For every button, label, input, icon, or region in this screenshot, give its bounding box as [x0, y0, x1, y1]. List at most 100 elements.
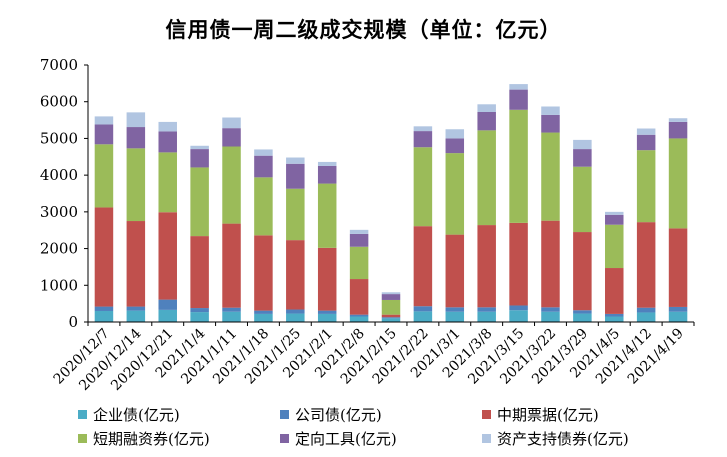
bar-segment-5: [573, 149, 592, 167]
bar-segment-5: [636, 134, 656, 151]
bar-segment-5: [254, 155, 273, 178]
bar-segment-2: [381, 317, 401, 319]
bar-segment-1: [381, 318, 401, 322]
legend-label: 资产支持债券(亿元): [497, 430, 629, 448]
y-tick-label: 0: [68, 313, 78, 331]
bar-segment-1: [477, 311, 496, 322]
bar-segment-3: [445, 234, 465, 308]
bar-segment-6: [126, 112, 146, 128]
bar-segment-3: [668, 228, 688, 307]
bar-segment-5: [349, 233, 369, 247]
bar-segment-6: [541, 106, 560, 115]
bar-segment-1: [573, 313, 592, 322]
bar-segment-1: [605, 316, 624, 322]
bar-segment-4: [636, 150, 656, 223]
bar-segment-3: [509, 222, 528, 306]
bar-segment-4: [381, 299, 401, 315]
y-tick-label: 2000: [40, 240, 78, 258]
bar-segment-6: [222, 117, 241, 129]
bar-segment-4: [668, 138, 688, 229]
bar-segment-6: [477, 104, 496, 112]
bar-segment-5: [190, 149, 209, 168]
bar-segment-5: [541, 114, 560, 133]
bar-segment-2: [445, 307, 465, 312]
bar-segment-2: [605, 313, 624, 317]
bar-segment-2: [573, 310, 592, 314]
bar-segment-1: [445, 311, 465, 322]
bar-segment-6: [349, 229, 369, 234]
bar-segment-6: [509, 84, 528, 90]
bar-segment-3: [158, 212, 177, 300]
legend-swatch: [280, 434, 289, 443]
bar-segment-5: [126, 127, 146, 149]
bar-segment-3: [94, 207, 114, 307]
legend-item: 定向工具(亿元): [280, 428, 397, 449]
y-tick-label: 5000: [40, 129, 78, 147]
legend-label: 企业债(亿元): [93, 406, 180, 424]
bar-segment-4: [317, 183, 337, 248]
legend-label: 公司债(亿元): [295, 406, 382, 424]
bar-segment-2: [286, 309, 305, 314]
bar-segment-1: [126, 310, 146, 322]
bar-segment-4: [94, 144, 114, 208]
bar-segment-6: [668, 118, 688, 122]
bar-segment-6: [573, 139, 592, 150]
bar-segment-4: [541, 132, 560, 221]
legend-swatch: [482, 434, 491, 443]
bar-segment-5: [381, 294, 401, 300]
bar-segment-1: [668, 311, 688, 322]
bar-segment-1: [317, 313, 337, 322]
bar-segment-6: [286, 157, 305, 164]
bar-segment-4: [605, 224, 624, 269]
bar-segment-6: [254, 149, 273, 156]
bar-segment-1: [254, 313, 273, 322]
bar-segment-1: [286, 313, 305, 322]
legend-swatch: [78, 410, 87, 419]
bar-segment-1: [541, 311, 560, 322]
bar-segment-4: [254, 177, 273, 236]
y-tick-label: 7000: [40, 56, 78, 74]
y-tick-label: 1000: [40, 276, 78, 294]
bar-segment-4: [158, 152, 177, 213]
bar-segment-3: [541, 220, 560, 308]
bar-segment-3: [126, 221, 146, 307]
bar-segment-4: [190, 167, 209, 237]
bar-segment-5: [158, 131, 177, 153]
bar-segment-3: [317, 247, 337, 311]
bar-segment-2: [509, 305, 528, 311]
bar-segment-4: [573, 166, 592, 233]
bar-segment-2: [413, 306, 433, 312]
legend-item: 资产支持债券(亿元): [482, 428, 629, 449]
bar-segment-6: [605, 211, 624, 215]
bar-segment-2: [190, 308, 209, 313]
bar-segment-3: [190, 236, 209, 309]
legend-item: 公司债(亿元): [280, 404, 382, 425]
bar-segment-6: [636, 128, 656, 135]
bar-segment-2: [126, 306, 146, 311]
bar-segment-3: [222, 223, 241, 308]
legend-swatch: [78, 434, 87, 443]
bar-segment-3: [286, 240, 305, 310]
bar-segment-6: [94, 116, 114, 125]
bar-segment-2: [477, 307, 496, 312]
bar-segment-1: [222, 311, 241, 322]
bar-segment-6: [445, 129, 465, 139]
bar-segment-4: [509, 109, 528, 223]
bar-segment-2: [94, 306, 114, 311]
legend-swatch: [482, 410, 491, 419]
bar-segment-2: [668, 306, 688, 312]
bar-segment-3: [349, 279, 369, 315]
bar-segment-4: [445, 153, 465, 235]
legend-item: 企业债(亿元): [78, 404, 180, 425]
bar-segment-3: [413, 226, 433, 307]
bar-segment-5: [286, 163, 305, 189]
bar-segment-4: [477, 130, 496, 226]
bar-segment-6: [190, 145, 209, 150]
bar-segment-5: [605, 214, 624, 225]
bar-segment-3: [254, 235, 273, 311]
bar-segment-6: [158, 121, 177, 132]
bar-segment-4: [413, 147, 433, 227]
bar-segment-5: [668, 121, 688, 139]
legend-label: 短期融资券(亿元): [93, 430, 210, 448]
